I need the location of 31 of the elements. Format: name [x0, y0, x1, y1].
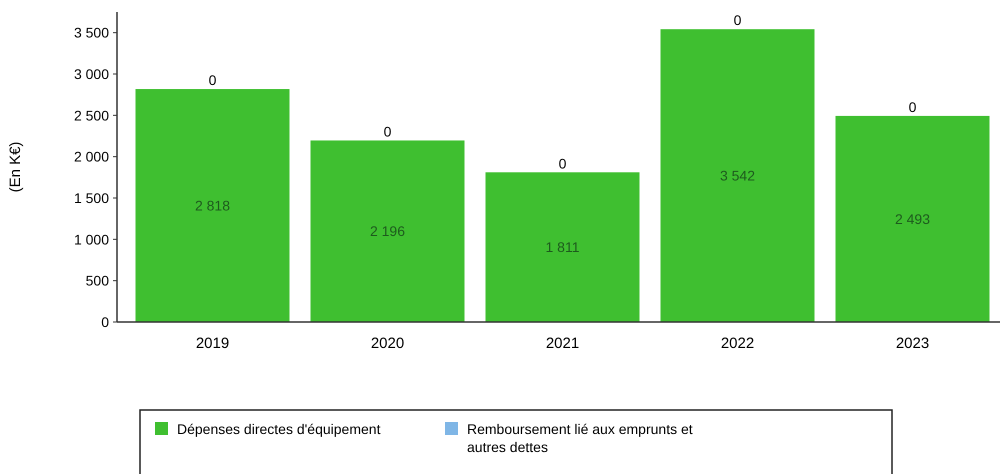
data-label: 0 [384, 123, 392, 140]
x-tick-label: 2020 [370, 335, 404, 352]
bar [660, 29, 814, 322]
legend-label: Dépenses directes d'équipement [177, 421, 381, 437]
y-tick-label: 3 500 [74, 24, 110, 41]
y-tick-label: 2 500 [74, 107, 110, 124]
data-label: 2 196 [370, 223, 406, 240]
data-label: 1 811 [546, 239, 580, 256]
bar [310, 140, 464, 322]
data-label: 0 [558, 155, 567, 172]
y-tick-label: 1 500 [74, 190, 110, 206]
y-tick-label: 3 000 [74, 66, 110, 82]
y-axis-title: (En K€) [7, 142, 24, 192]
y-tick-label: 0 [101, 314, 110, 330]
bar [486, 172, 640, 322]
data-label: 3 542 [720, 168, 756, 184]
x-tick-label: 2022 [720, 335, 754, 352]
data-label: 0 [734, 12, 742, 28]
bar [136, 89, 290, 322]
y-tick-label: 500 [86, 272, 110, 289]
y-tick-label: 2 000 [74, 148, 110, 165]
data-label: 2 818 [194, 198, 230, 214]
x-tick-label: 2023 [896, 335, 930, 352]
data-label: 0 [908, 98, 917, 115]
x-tick-label: 2021 [546, 335, 580, 352]
bar [836, 116, 990, 322]
y-tick-label: 1 000 [74, 231, 110, 248]
x-tick-label: 2019 [196, 335, 230, 352]
data-label: 2 493 [894, 210, 930, 227]
data-label: 0 [208, 72, 217, 88]
legend-label: Remboursement lié aux emprunts et autres dettes [467, 421, 693, 455]
